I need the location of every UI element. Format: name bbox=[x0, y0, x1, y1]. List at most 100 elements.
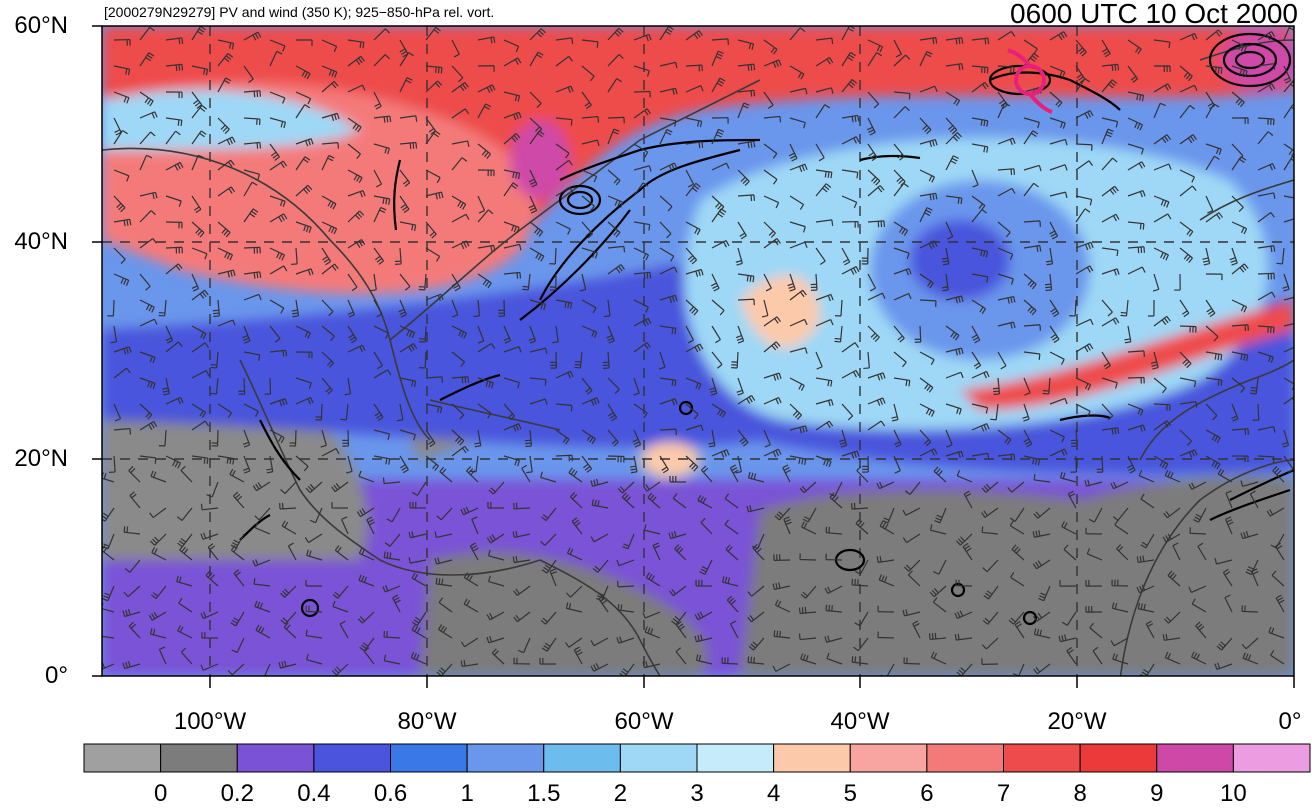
wind-barb bbox=[971, 299, 987, 314]
wind-barb bbox=[451, 445, 469, 457]
wind-barb bbox=[139, 111, 158, 119]
wind-barb bbox=[1010, 571, 1025, 587]
wind-barb bbox=[305, 629, 323, 639]
wind-barb bbox=[933, 466, 947, 483]
wind-barb bbox=[399, 221, 417, 232]
wind-barb bbox=[347, 55, 365, 67]
wind-barb bbox=[243, 141, 262, 149]
wind-barb bbox=[269, 247, 285, 261]
map-datetime: 0600 UTC 10 Oct 2000 bbox=[1010, 0, 1298, 29]
wind-barb bbox=[1112, 507, 1129, 521]
wind-barb bbox=[539, 658, 557, 665]
wind-barb bbox=[177, 533, 193, 548]
colorbar-tick-label: 1.5 bbox=[527, 780, 561, 807]
wind-barb bbox=[711, 325, 721, 344]
wind-barb bbox=[659, 221, 672, 239]
wind-barb bbox=[419, 325, 427, 343]
wind-barb bbox=[399, 273, 411, 291]
colorbar-tick-label: 7 bbox=[996, 780, 1011, 807]
wind-barb bbox=[1049, 299, 1060, 318]
lon-label-0: 0° bbox=[1278, 708, 1302, 735]
wind-barb bbox=[1283, 218, 1294, 223]
wind-barb bbox=[207, 543, 219, 561]
wind-barb bbox=[699, 559, 713, 575]
pv-field-gray-africa bbox=[740, 476, 1294, 676]
wind-barb bbox=[815, 183, 832, 197]
wind-barb bbox=[139, 26, 155, 41]
wind-barb bbox=[581, 65, 595, 82]
wind-barb bbox=[451, 376, 470, 384]
wind-barb bbox=[359, 637, 375, 652]
wind-barb bbox=[1283, 65, 1292, 84]
wind-barb bbox=[191, 342, 210, 353]
wind-barb bbox=[321, 448, 340, 457]
wind-barb bbox=[1101, 185, 1119, 197]
wind-barb bbox=[477, 273, 492, 289]
wind-barb bbox=[573, 646, 583, 665]
coastlines bbox=[102, 39, 1294, 676]
wind-barb bbox=[217, 319, 236, 327]
wind-barb bbox=[331, 502, 349, 509]
colorbar-box bbox=[543, 743, 621, 773]
wind-barb bbox=[191, 91, 203, 109]
wind-barb bbox=[579, 273, 587, 292]
wind-barb bbox=[344, 377, 352, 396]
wind-barb bbox=[1205, 273, 1223, 281]
wind-barb bbox=[477, 195, 486, 214]
wind-barb bbox=[945, 450, 964, 459]
wind-barb bbox=[919, 377, 934, 393]
wind-barb bbox=[373, 54, 390, 67]
wind-barb bbox=[528, 325, 537, 344]
wind-barb bbox=[867, 325, 880, 342]
wind-barb bbox=[851, 502, 869, 510]
wind-barb bbox=[590, 637, 609, 647]
wind-barb bbox=[604, 299, 611, 318]
wind-barb bbox=[1014, 620, 1025, 639]
wind-barb bbox=[243, 455, 251, 474]
wind-barb bbox=[685, 424, 704, 432]
wind-barb bbox=[981, 526, 999, 535]
wind-barb bbox=[904, 559, 921, 572]
wind-barb bbox=[1257, 83, 1276, 93]
wind-barb bbox=[1231, 65, 1248, 77]
wind-barb bbox=[139, 238, 157, 249]
wind-barb bbox=[1023, 429, 1033, 448]
wind-barb bbox=[287, 542, 297, 561]
colorbar-tick-label: 9 bbox=[1150, 780, 1164, 807]
wind-barb bbox=[1257, 455, 1275, 463]
wind-barb bbox=[893, 325, 905, 343]
wind-barb bbox=[1205, 429, 1221, 444]
wind-barb bbox=[774, 599, 791, 613]
wind-barb bbox=[877, 631, 895, 639]
wind-barb bbox=[708, 429, 716, 448]
wind-barb bbox=[1249, 490, 1259, 509]
wind-barb bbox=[799, 481, 817, 494]
wind-barb bbox=[1179, 401, 1198, 408]
wind-barb bbox=[139, 52, 155, 67]
wind-barb bbox=[659, 26, 674, 41]
wind-barb bbox=[934, 507, 947, 524]
wind-barb bbox=[633, 342, 651, 353]
lat-label-20n: 20°N bbox=[14, 445, 68, 472]
wind-barb bbox=[763, 429, 771, 448]
wind-barb bbox=[347, 344, 366, 353]
wind-barb bbox=[552, 325, 559, 344]
wind-barb bbox=[418, 273, 427, 291]
wind-barb bbox=[1257, 117, 1275, 126]
wind-barb bbox=[243, 351, 261, 361]
wind-barb bbox=[945, 63, 964, 71]
wind-barb bbox=[1101, 351, 1111, 370]
wind-barb bbox=[295, 184, 313, 197]
wind-barb bbox=[590, 662, 609, 672]
wind-barb bbox=[581, 221, 593, 239]
wind-barb bbox=[1138, 469, 1155, 483]
wind-barb bbox=[971, 325, 981, 344]
wind-barb bbox=[149, 507, 167, 519]
wind-barb bbox=[1231, 195, 1244, 212]
wind-barb bbox=[295, 65, 311, 80]
wind-barb bbox=[217, 186, 236, 197]
wind-barb bbox=[841, 450, 860, 459]
wind-barb bbox=[789, 65, 805, 80]
wind-barb bbox=[1283, 195, 1294, 199]
wind-barb bbox=[824, 635, 843, 643]
